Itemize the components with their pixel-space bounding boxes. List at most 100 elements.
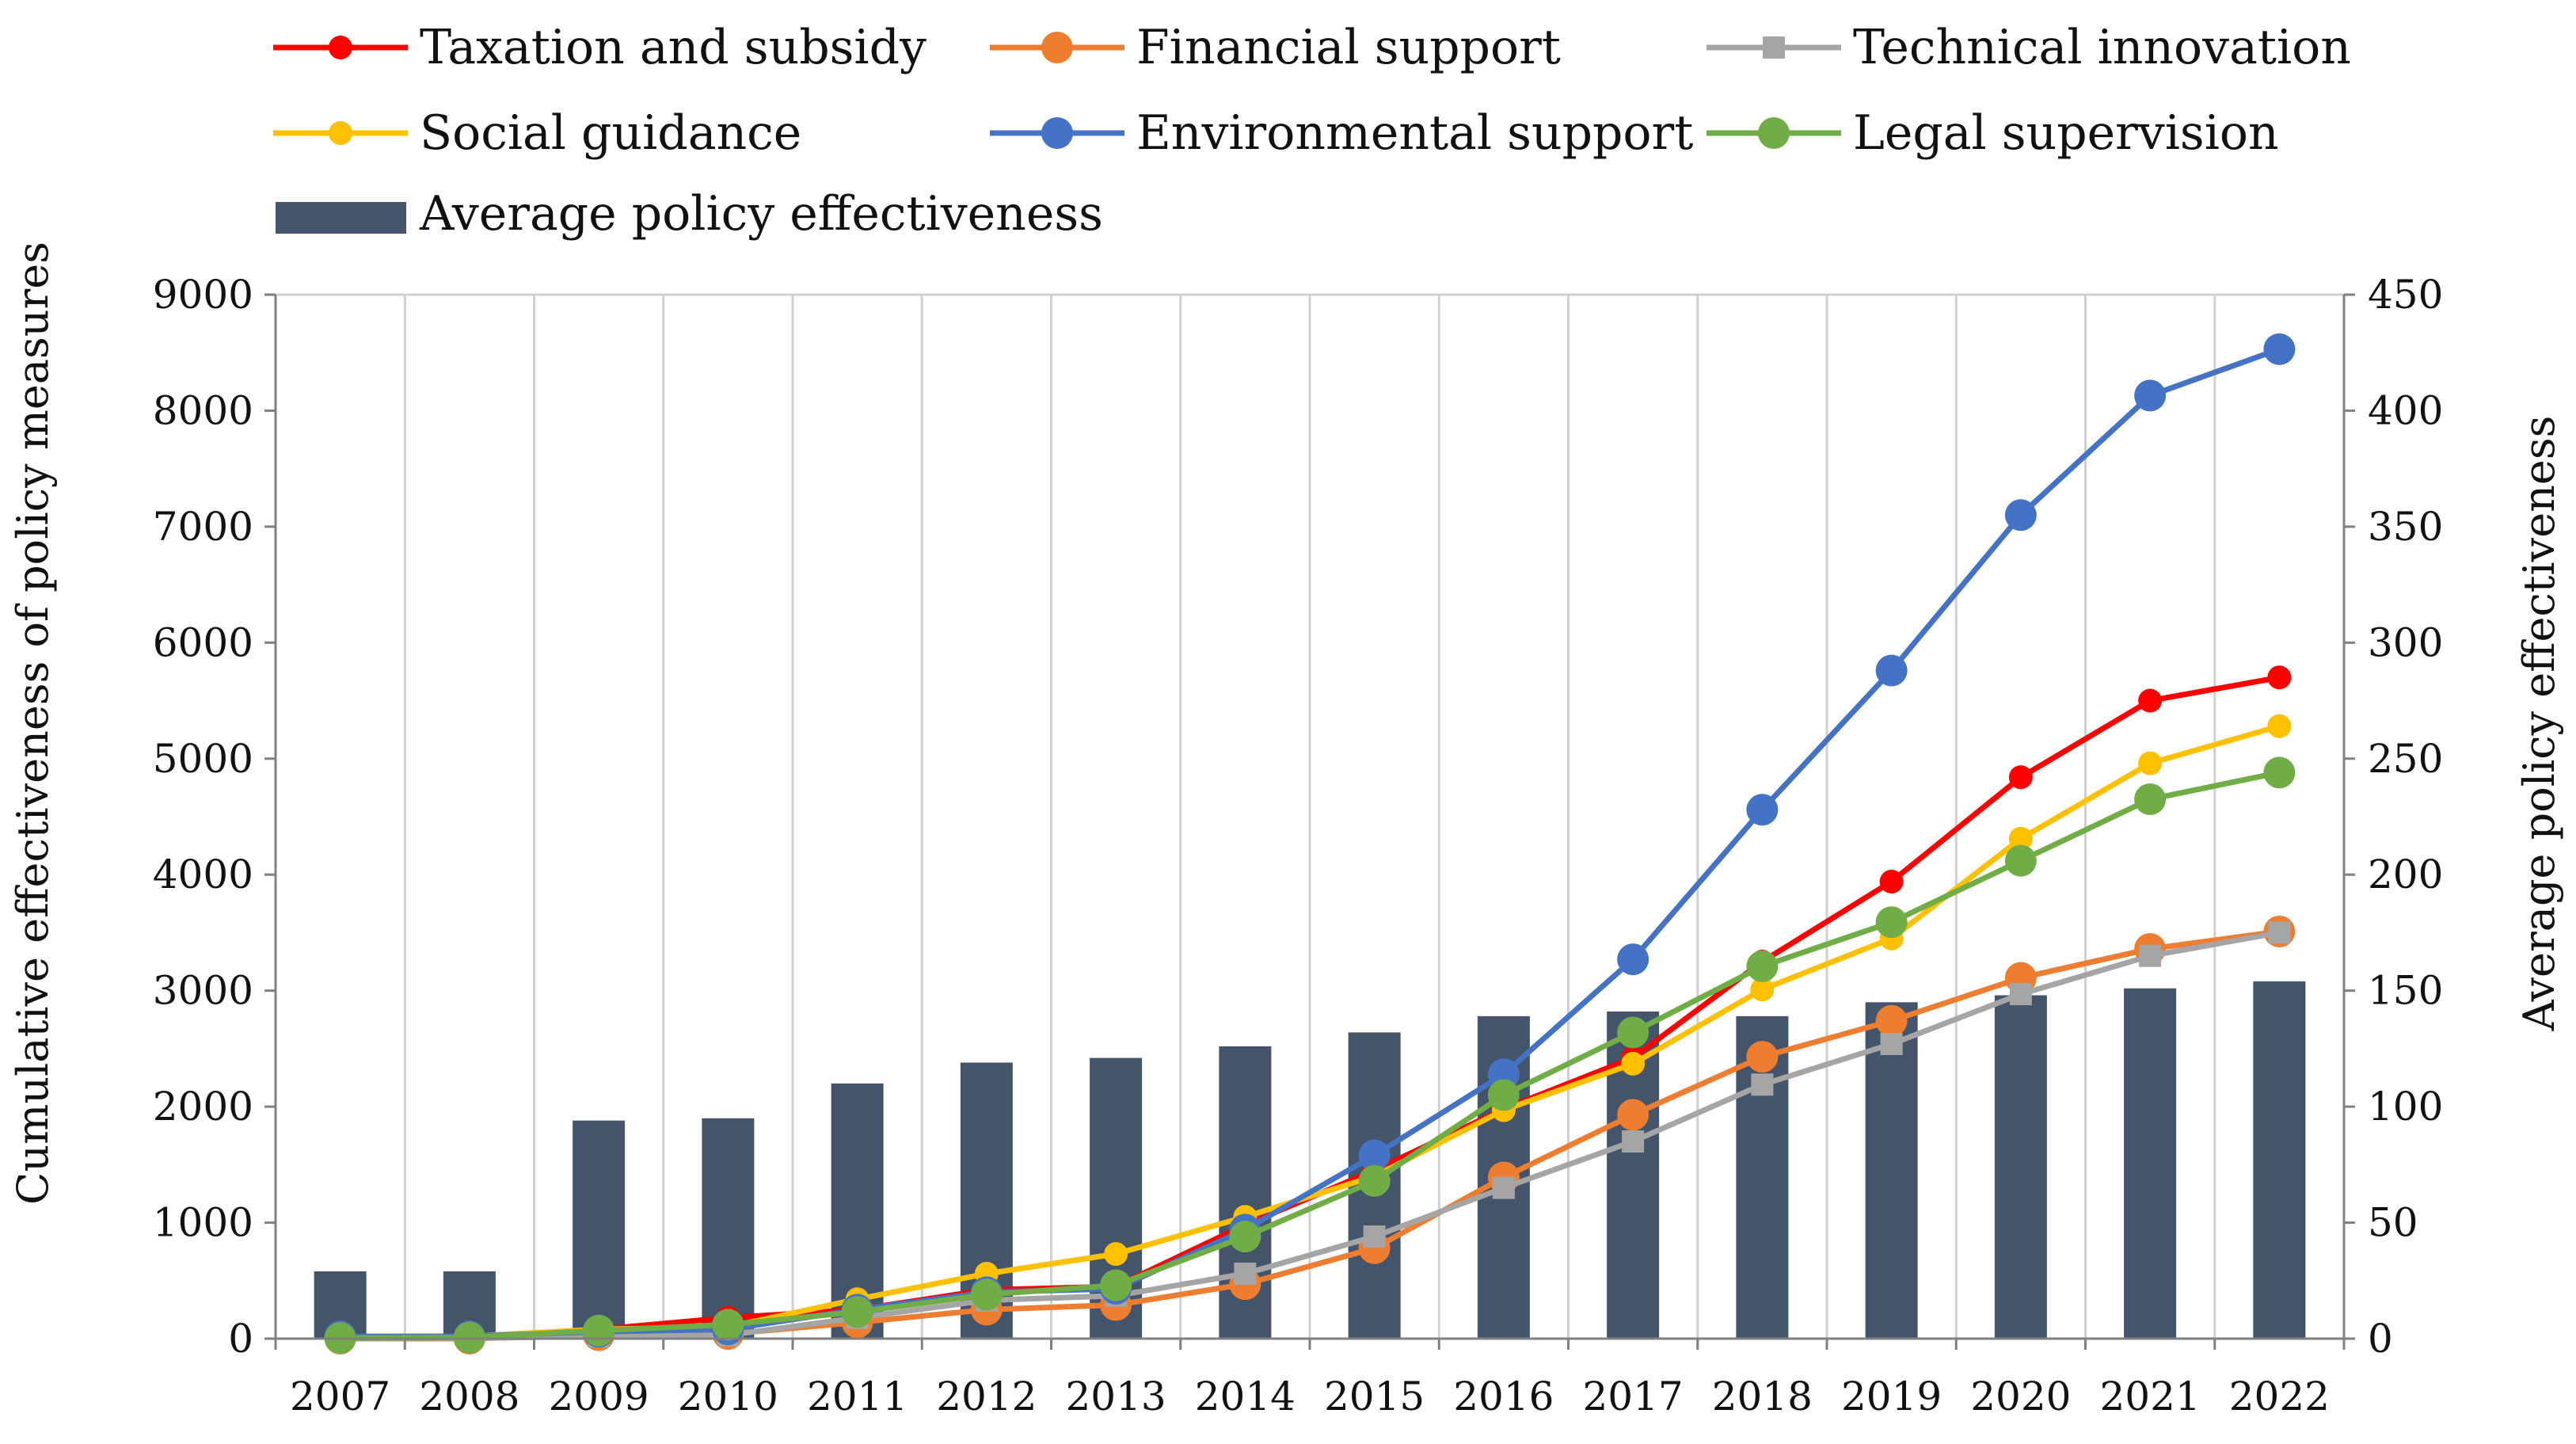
x-tick-label-2019: 2019 [1841, 1374, 1942, 1419]
point-2022 [2267, 714, 2292, 738]
point-2016 [1487, 1079, 1520, 1111]
series-line [340, 929, 2280, 1342]
point-2019 [1880, 1033, 1903, 1056]
legend-item-social-guidance: Social guidance [273, 105, 801, 161]
point-2016 [1492, 1176, 1515, 1199]
legend-label: Environmental support [1136, 105, 1693, 161]
point-2018 [1750, 977, 1775, 1002]
point-2022 [2268, 921, 2291, 944]
axes: 0 1000 2000 3000 4000 5000 6000 7000 8000 9000 0 50… [153, 272, 2444, 1419]
point-2021 [2134, 379, 2167, 412]
left-tick-label: 3000 [153, 968, 253, 1014]
point-2021 [2138, 751, 2163, 775]
point-2017 [1617, 1016, 1649, 1049]
point-2018 [1746, 794, 1779, 826]
point-2013 [1104, 1242, 1128, 1267]
legend-label: Financial support [1136, 20, 1561, 75]
point-2020 [2008, 826, 2033, 851]
left-tick-label: 9000 [153, 272, 253, 318]
x-tick-label-2014: 2014 [1195, 1374, 1296, 1419]
x-tick-label-2022: 2022 [2229, 1374, 2330, 1419]
left-axis-title: Cumulative effectiveness of policy measu… [8, 242, 58, 1205]
legend-item-technical-innovation: Technical innovation [1707, 20, 2351, 75]
right-tick-label: 300 [2368, 619, 2443, 665]
legend-item-taxation-and-subsidy: Taxation and subsidy [273, 20, 927, 75]
point-2020 [2008, 765, 2033, 790]
legend-label: Taxation and subsidy [420, 20, 927, 75]
point-2015 [1358, 1164, 1391, 1197]
right-tick-label: 450 [2368, 272, 2443, 318]
left-tick-label: 5000 [153, 736, 253, 782]
point-2011 [841, 1296, 873, 1328]
right-tick-label: 400 [2368, 387, 2443, 433]
x-tick-label-2008: 2008 [419, 1374, 519, 1419]
left-tick-label: 6000 [153, 619, 253, 665]
x-tick-label-2018: 2018 [1712, 1374, 1813, 1419]
point-2021 [2138, 688, 2163, 713]
legend: Taxation and subsidy Financial support Tec… [273, 20, 2351, 242]
bar-2010 [702, 1118, 755, 1339]
point-2015 [1363, 1225, 1386, 1248]
point-2015 [1358, 1139, 1391, 1172]
bar-2022 [2253, 981, 2306, 1339]
point-2019 [1875, 1004, 1908, 1037]
right-tick-label: 350 [2368, 504, 2443, 550]
point-2017 [1621, 1051, 1646, 1076]
x-tick-label-2020: 2020 [1970, 1374, 2071, 1419]
x-tick-label-2012: 2012 [936, 1374, 1037, 1419]
series-legal-supervision [324, 756, 2296, 1354]
legend-marker [1041, 32, 1073, 63]
point-2020 [2004, 499, 2037, 531]
point-2018 [1751, 1073, 1774, 1096]
legend-bar-swatch [276, 202, 406, 234]
right-tick-label: 50 [2368, 1200, 2418, 1246]
x-tick-label-2007: 2007 [290, 1374, 390, 1419]
vertical-gridlines [276, 293, 2344, 1339]
point-2014 [1234, 1262, 1257, 1285]
legend-item-environmental-support: Environmental support [990, 105, 1693, 161]
legend-item-average-policy-effectiveness: Average policy effectiveness [276, 186, 1103, 242]
point-2021 [2139, 944, 2162, 967]
bar-2021 [2124, 988, 2177, 1339]
point-2022 [2263, 333, 2296, 365]
point-2017 [1617, 943, 1649, 976]
legend-marker [1763, 36, 1785, 59]
legend-label: Social guidance [420, 105, 801, 161]
right-tick-label: 150 [2368, 968, 2443, 1014]
point-2009 [583, 1314, 615, 1347]
legend-marker [1758, 117, 1790, 149]
point-2019 [1875, 654, 1908, 687]
point-2020 [2004, 844, 2037, 877]
point-2021 [2134, 783, 2167, 816]
point-2017 [1622, 1130, 1645, 1153]
point-2019 [1875, 906, 1908, 939]
point-2012 [970, 1278, 1003, 1311]
bar-2009 [573, 1120, 626, 1339]
left-tick-label: 7000 [153, 504, 253, 550]
bar-2020 [1994, 995, 2047, 1339]
right-tick-label: 250 [2368, 736, 2443, 782]
x-tick-label-2015: 2015 [1324, 1374, 1425, 1419]
legend-label: Technical innovation [1853, 20, 2351, 75]
legend-label: Legal supervision [1853, 105, 2279, 161]
x-tick-label-2017: 2017 [1583, 1374, 1684, 1419]
legend-marker [1041, 117, 1073, 149]
point-2017 [1617, 1099, 1649, 1131]
left-tick-label: 1000 [153, 1200, 253, 1246]
point-2022 [2267, 665, 2292, 690]
point-2010 [712, 1309, 744, 1341]
line-series [324, 333, 2296, 1354]
bar-2019 [1865, 1002, 1918, 1339]
series-line [340, 346, 2281, 1339]
x-tick-label-2009: 2009 [549, 1374, 649, 1419]
right-tick-label: 100 [2368, 1084, 2443, 1130]
point-2020 [2009, 983, 2032, 1006]
legend-label: Average policy effectiveness [419, 186, 1103, 242]
legend-item-legal-supervision: Legal supervision [1707, 105, 2279, 161]
point-2019 [1879, 870, 1904, 894]
left-tick-label: 2000 [153, 1084, 253, 1130]
x-tick-label-2011: 2011 [807, 1374, 907, 1419]
series-line [340, 769, 2281, 1341]
x-tick-label-2016: 2016 [1453, 1374, 1554, 1419]
